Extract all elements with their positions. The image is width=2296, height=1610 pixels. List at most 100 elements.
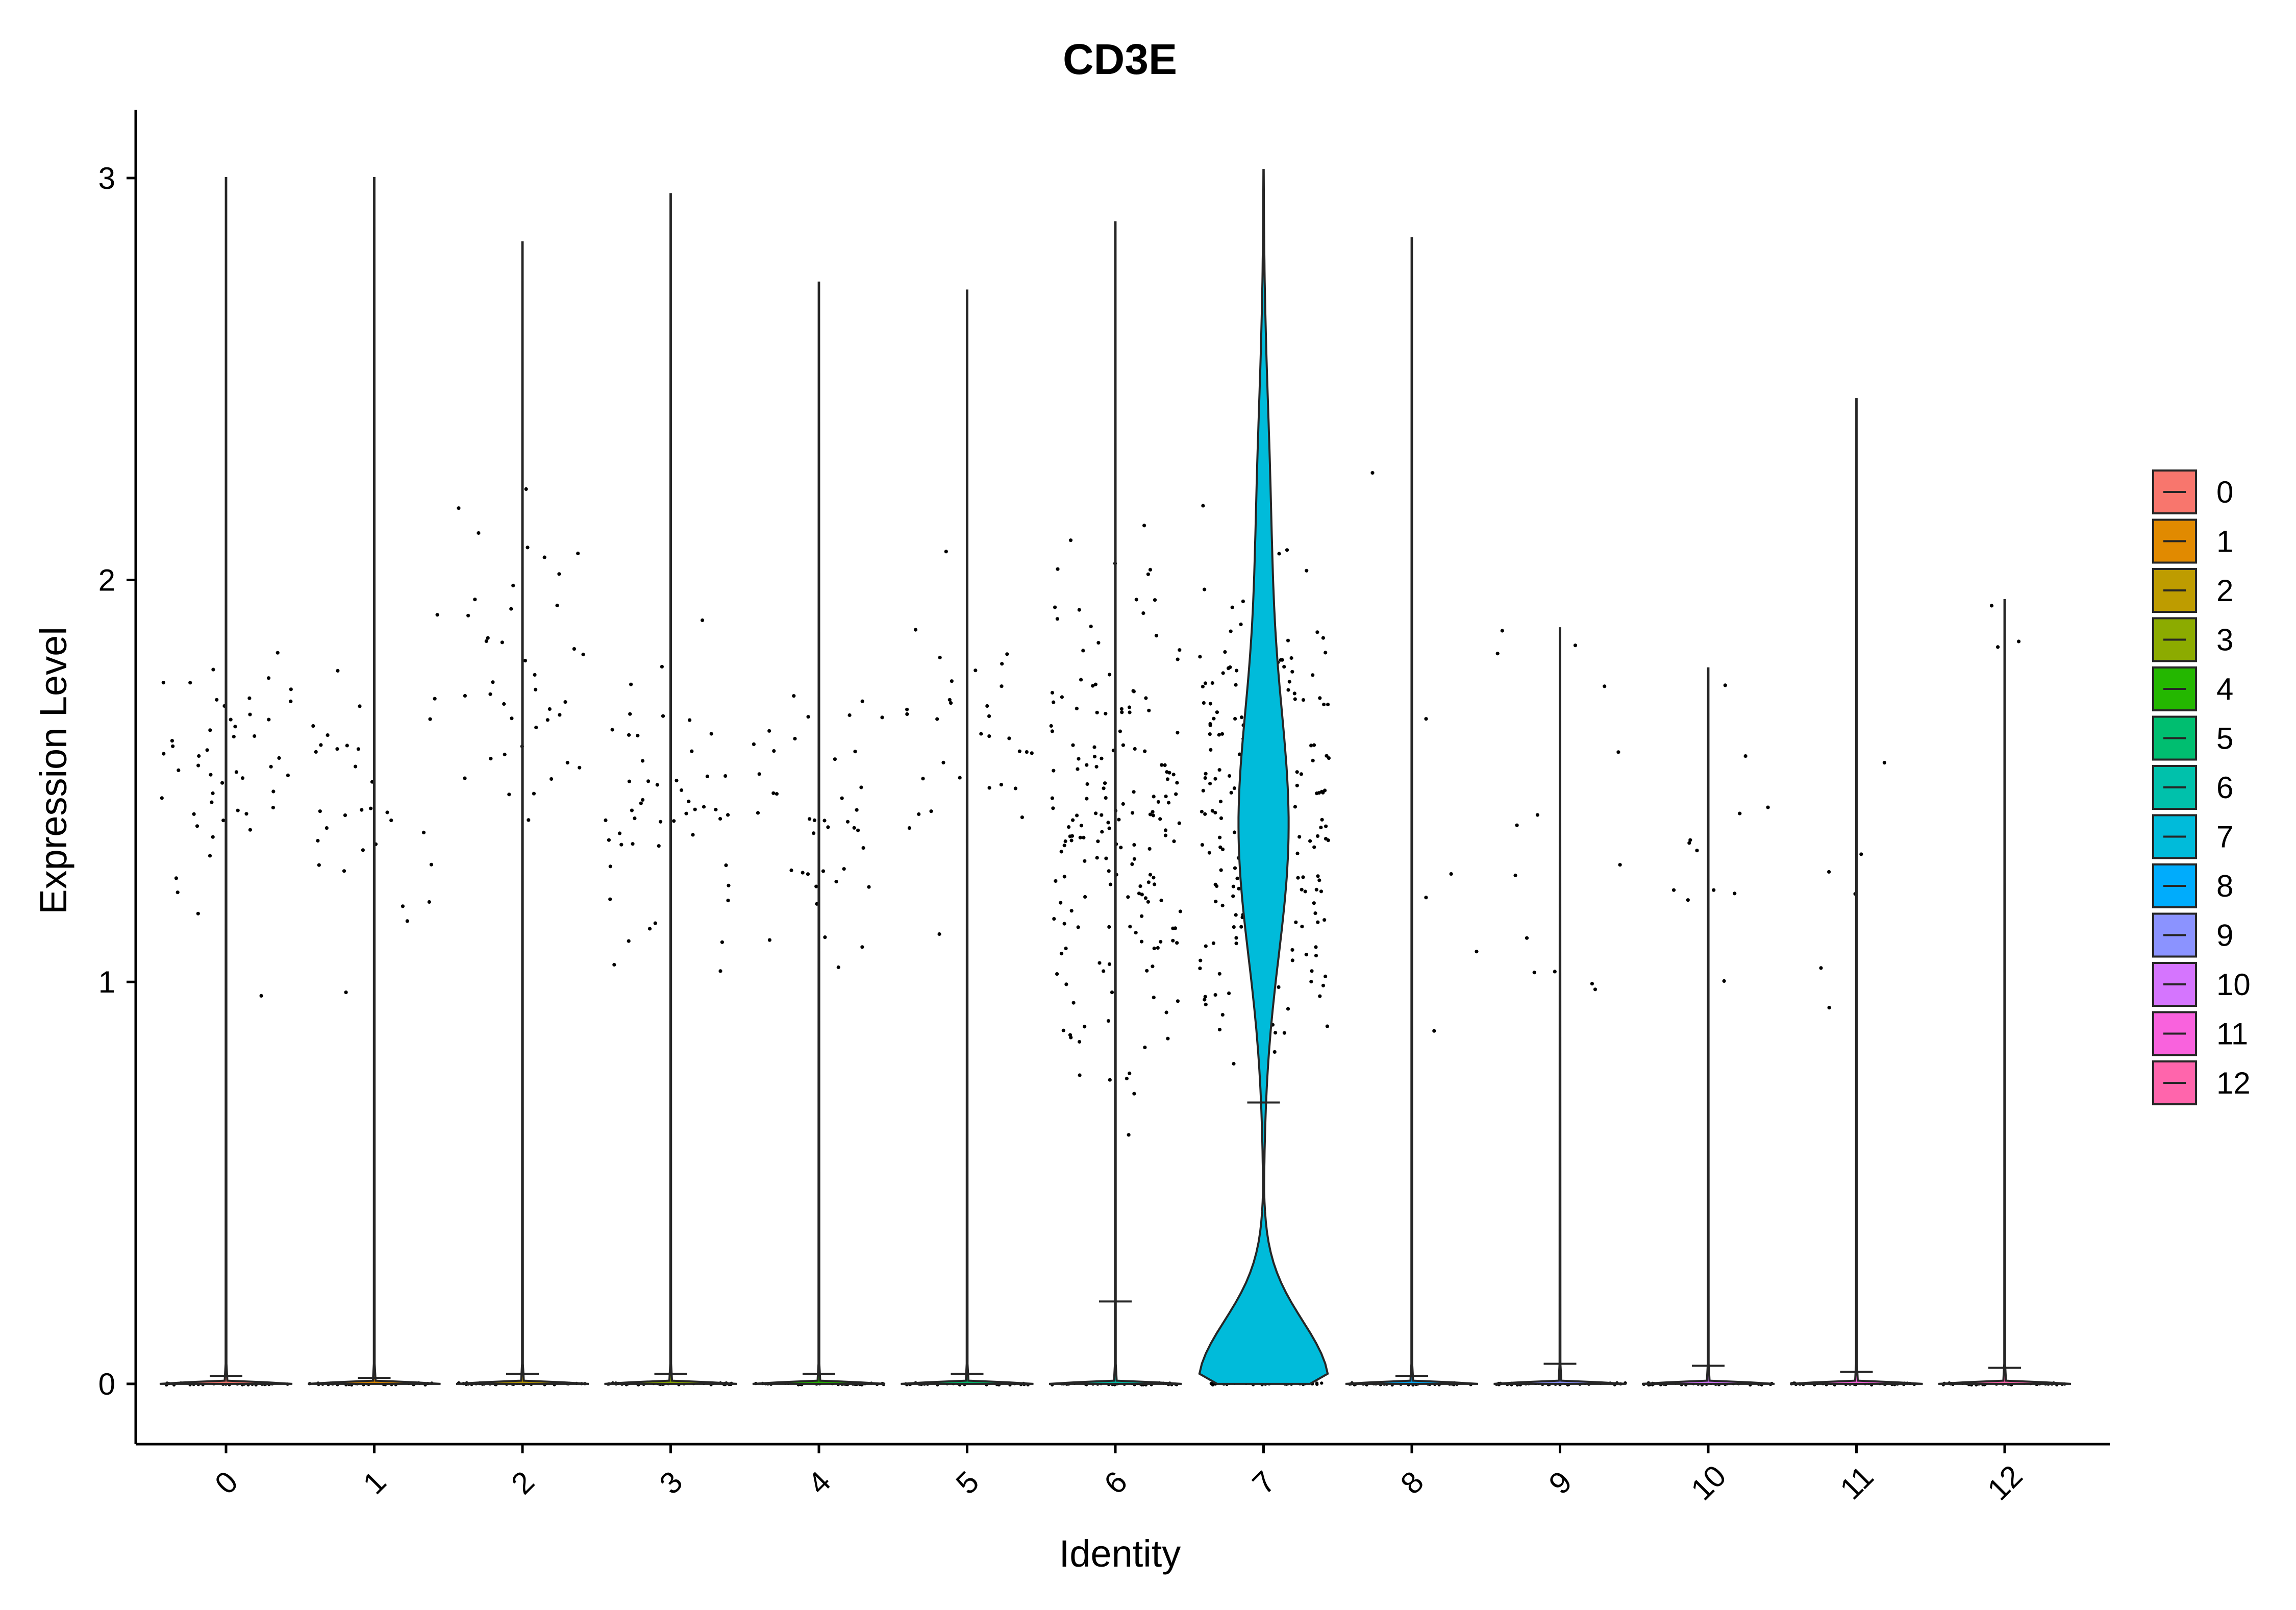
data-point-cluster-3 <box>636 733 640 738</box>
data-point-cluster-7 <box>1282 1031 1286 1035</box>
data-point-cluster-6 <box>1085 797 1089 801</box>
data-point-cluster-5 <box>999 783 1003 787</box>
data-point-cluster-7 <box>1209 748 1213 752</box>
data-point-cluster-5 <box>917 812 921 816</box>
data-point-cluster-6 <box>1140 893 1144 897</box>
data-point-cluster-5 <box>929 809 933 813</box>
data-point-cluster-7 <box>1210 681 1214 685</box>
data-point-cluster-6 <box>1166 801 1171 805</box>
data-point-cluster-0 <box>244 812 248 816</box>
data-point-cluster-6 <box>1093 682 1097 686</box>
data-point-cluster-7 <box>1217 768 1221 772</box>
data-point-cluster-1 <box>342 869 346 873</box>
data-point-cluster-0 <box>232 734 236 739</box>
data-point-cluster-0 <box>192 812 196 816</box>
data-point-cluster-7 <box>1290 958 1294 962</box>
data-point-cluster-5 <box>1025 750 1029 754</box>
data-point-cluster-11 <box>1827 870 1831 874</box>
data-point-cluster-6 <box>1141 611 1145 615</box>
data-point-cluster-7 <box>1326 702 1330 707</box>
data-point-cluster-6 <box>1153 882 1157 886</box>
data-point-cluster-6 <box>1107 869 1111 873</box>
data-point-cluster-7 <box>1218 845 1222 849</box>
y-axis-title: Expression Level <box>32 627 74 914</box>
data-point-cluster-6 <box>1049 724 1053 728</box>
data-point-cluster-0 <box>196 763 201 767</box>
data-point-cluster-6 <box>1131 811 1135 815</box>
data-point-cluster-0 <box>234 770 238 774</box>
data-point-cluster-2 <box>503 752 507 757</box>
data-point-cluster-7 <box>1213 882 1217 886</box>
data-point-cluster-6 <box>1137 891 1141 896</box>
data-point-cluster-3 <box>691 833 695 837</box>
data-point-cluster-5 <box>987 714 991 718</box>
violin-cluster-10 <box>1641 667 1775 1385</box>
data-point-cluster-4 <box>812 831 816 835</box>
data-point-cluster-2 <box>486 636 490 640</box>
data-point-cluster-0 <box>162 752 166 756</box>
data-point-cluster-1 <box>316 838 320 843</box>
data-point-cluster-11 <box>1859 852 1863 856</box>
data-point-cluster-0 <box>269 764 273 769</box>
data-point-cluster-6 <box>1059 901 1063 905</box>
data-point-cluster-0 <box>215 698 219 702</box>
violin-cluster-3 <box>604 193 737 1385</box>
data-point-cluster-6 <box>1147 847 1152 851</box>
violin-cluster-6 <box>1049 221 1182 1385</box>
data-point-cluster-7 <box>1203 587 1207 591</box>
data-point-cluster-6 <box>1092 745 1096 749</box>
data-point-cluster-0 <box>240 776 245 780</box>
data-point-cluster-6 <box>1163 763 1167 767</box>
data-point-cluster-6 <box>1075 706 1079 710</box>
x-tick-label-11: 11 <box>1833 1459 1880 1506</box>
data-point-cluster-2 <box>547 707 552 711</box>
data-point-cluster-2 <box>488 692 492 696</box>
data-point-cluster-2 <box>502 702 506 706</box>
data-point-cluster-7 <box>1314 954 1318 958</box>
data-point-cluster-3 <box>709 732 713 736</box>
data-point-cluster-7 <box>1204 944 1208 948</box>
data-point-cluster-6 <box>1127 705 1132 709</box>
data-point-cluster-5 <box>941 760 945 764</box>
data-point-cluster-9 <box>1495 652 1500 656</box>
data-point-cluster-0 <box>233 725 237 729</box>
data-point-cluster-7 <box>1304 953 1308 957</box>
data-point-cluster-1 <box>429 862 434 866</box>
data-point-cluster-10 <box>1722 979 1726 983</box>
data-point-cluster-7 <box>1290 948 1294 952</box>
data-point-cluster-4 <box>856 828 860 832</box>
violin-cluster-8 <box>1345 237 1479 1385</box>
data-point-cluster-7 <box>1234 683 1238 687</box>
data-point-cluster-1 <box>319 743 323 747</box>
data-point-cluster-6 <box>1164 1010 1168 1014</box>
data-point-cluster-6 <box>1158 817 1162 821</box>
violin-cluster-0 <box>159 177 293 1385</box>
data-point-cluster-6 <box>1132 857 1136 861</box>
data-point-cluster-3 <box>647 927 652 931</box>
data-point-cluster-7 <box>1320 818 1324 822</box>
data-point-cluster-7 <box>1324 824 1328 828</box>
data-point-cluster-5 <box>1000 662 1004 666</box>
x-tick-label-8: 8 <box>1394 1465 1430 1501</box>
data-point-cluster-6 <box>1068 1033 1072 1037</box>
data-point-cluster-7 <box>1239 715 1244 720</box>
data-point-cluster-2 <box>550 777 554 781</box>
data-point-cluster-4 <box>775 792 779 796</box>
data-point-cluster-9 <box>1515 823 1519 827</box>
data-point-cluster-7 <box>1280 658 1284 662</box>
data-point-cluster-0 <box>247 696 252 700</box>
data-point-cluster-10 <box>1733 891 1737 896</box>
data-point-cluster-7 <box>1208 702 1212 706</box>
data-point-cluster-6 <box>1176 657 1180 661</box>
data-point-cluster-7 <box>1312 901 1316 905</box>
data-point-cluster-3 <box>631 842 635 846</box>
data-point-cluster-3 <box>633 816 637 821</box>
data-point-cluster-3 <box>726 899 730 903</box>
data-point-cluster-6 <box>1082 835 1086 839</box>
data-point-cluster-0 <box>195 824 199 828</box>
data-point-cluster-6 <box>1147 708 1151 712</box>
x-tick-label-0: 0 <box>208 1465 244 1501</box>
data-point-cluster-6 <box>1132 790 1136 794</box>
data-point-cluster-10 <box>1688 838 1692 842</box>
data-point-cluster-7 <box>1213 993 1217 997</box>
